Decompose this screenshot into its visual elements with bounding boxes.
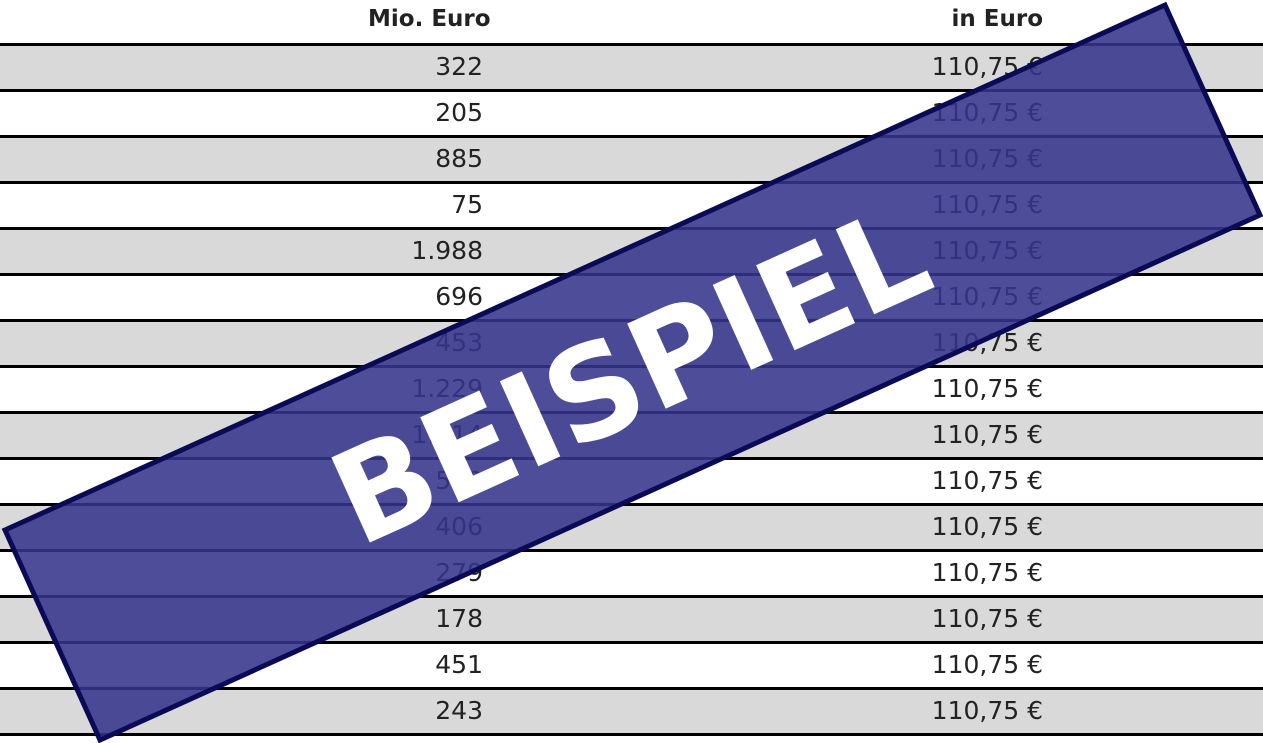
table-cell: 322 bbox=[435, 52, 483, 81]
table-cell: 110,75 € bbox=[931, 696, 1043, 725]
table-cell: 110,75 € bbox=[931, 374, 1043, 403]
header-cell: Mio. Euro bbox=[368, 6, 491, 32]
table-cell: 110,75 € bbox=[931, 512, 1043, 541]
table-cell: 205 bbox=[435, 98, 483, 127]
table-cell: 110,75 € bbox=[931, 420, 1043, 449]
table-cell: 885 bbox=[435, 144, 483, 173]
table-row: 243 110,75 € bbox=[0, 687, 1263, 736]
table-cell: 451 bbox=[435, 650, 483, 679]
table-cell: 110,75 € bbox=[931, 558, 1043, 587]
table-cell: 110,75 € bbox=[931, 466, 1043, 495]
table-row: 451 110,75 € bbox=[0, 641, 1263, 687]
table-cell: 110,75 € bbox=[931, 604, 1043, 633]
table-cell: 243 bbox=[435, 696, 483, 725]
table-cell: 696 bbox=[435, 282, 483, 311]
table-cell: 110,75 € bbox=[931, 650, 1043, 679]
table-cell: 75 bbox=[451, 190, 483, 219]
header-row: Mio. Euro in Euro bbox=[0, 0, 1263, 43]
header-cell: in Euro bbox=[951, 6, 1044, 32]
table-cell: 1.988 bbox=[411, 236, 483, 265]
table-cell: 178 bbox=[435, 604, 483, 633]
